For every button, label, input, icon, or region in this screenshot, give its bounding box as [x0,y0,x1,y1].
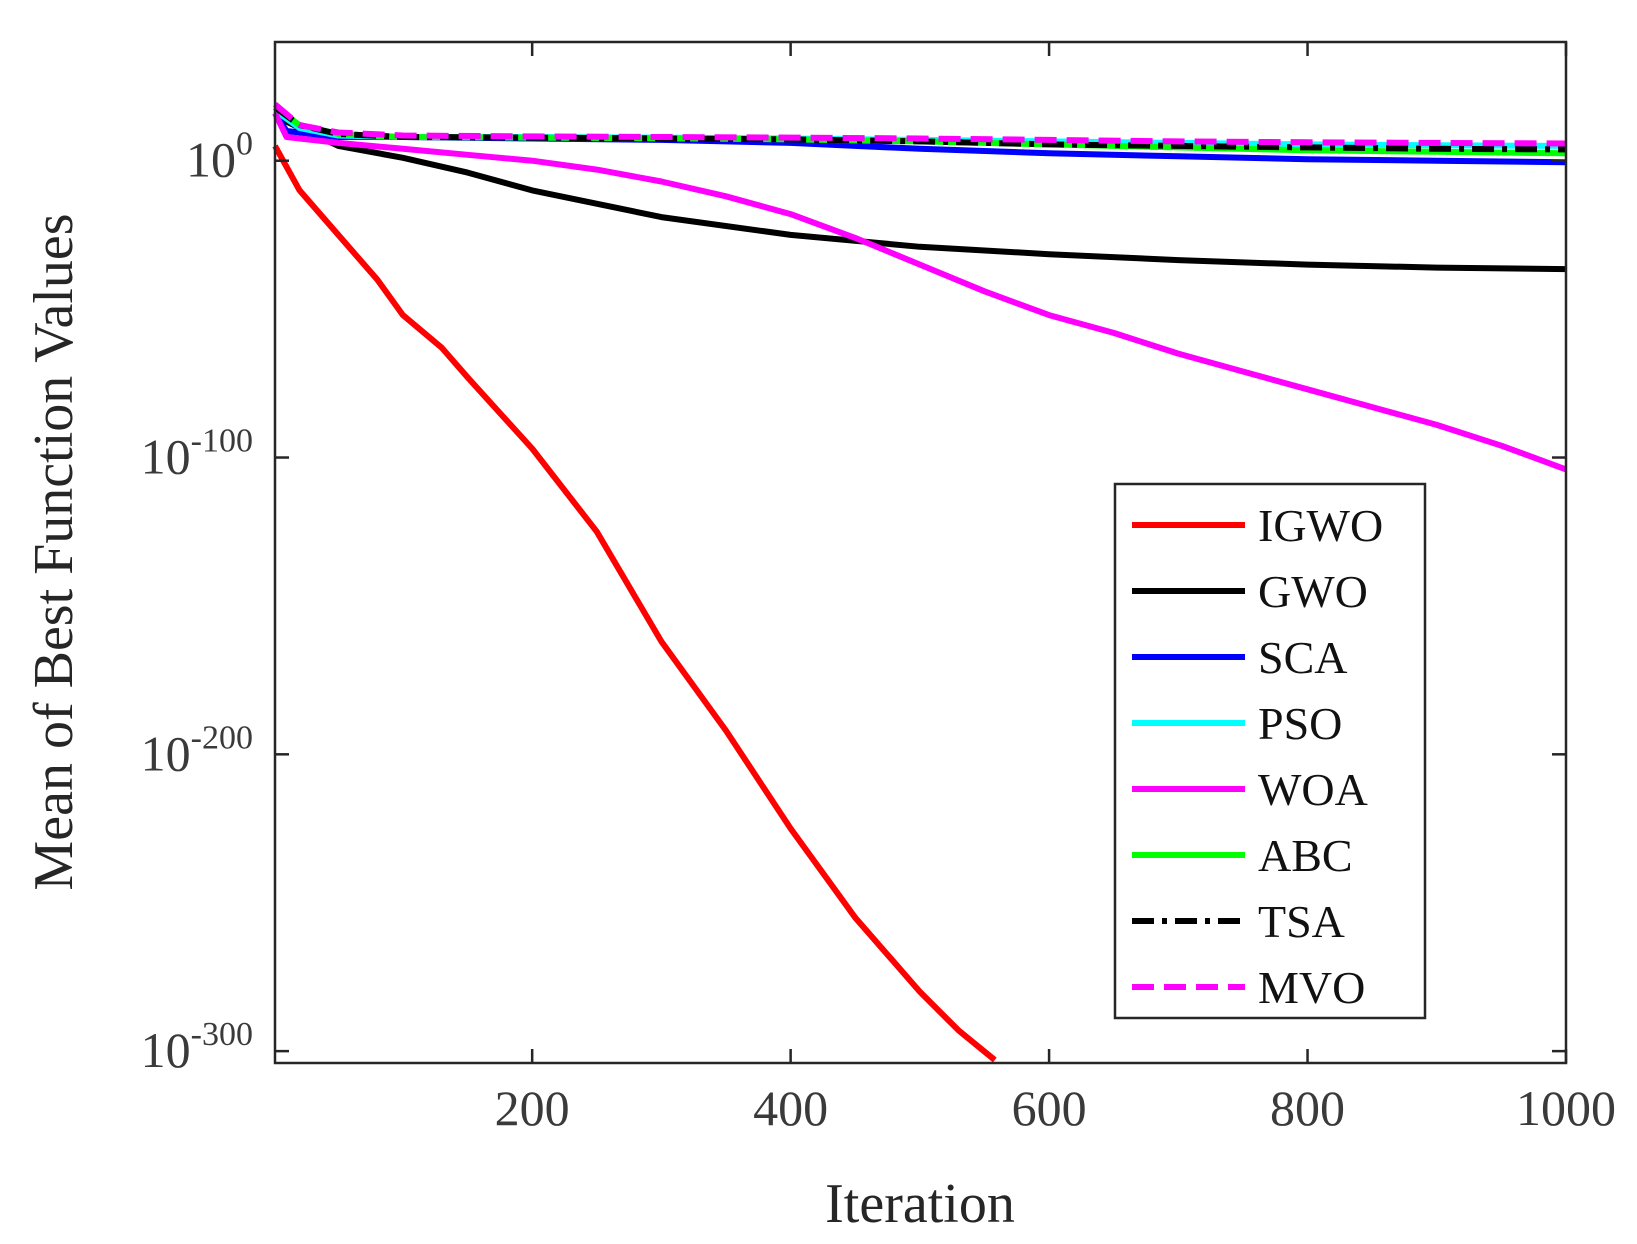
legend-label-woa: WOA [1258,764,1368,815]
legend-label-igwo: IGWO [1258,500,1383,551]
legend: IGWO GWO SCA PSO WOA ABC TSA MVO [1113,482,1427,1020]
plot-frame [273,40,1568,1065]
x-tick-label: 400 [753,1080,828,1136]
legend-label-mvo: MVO [1258,962,1365,1013]
ticks-layer: 200 400 600 800 1000 100 10-100 10-200 10-300 [141,42,1616,1136]
y-tick-label: 10-100 [141,423,253,485]
x-tick-label: 600 [1012,1080,1087,1136]
y-tick-label: 10-200 [141,719,253,781]
series-line-gwo [273,113,1567,273]
x-tick-label: 200 [495,1080,570,1136]
legend-label-pso: PSO [1258,698,1342,749]
legend-label-abc: ABC [1258,830,1353,881]
series-line-mvo [273,102,1567,147]
legend-box [1113,482,1427,1020]
series-layer [272,102,1568,1063]
legend-label-sca: SCA [1258,632,1347,683]
series-line-woa [272,111,1568,473]
legend-label-tsa: TSA [1258,896,1345,947]
x-tick-label: 1000 [1516,1080,1616,1136]
x-tick-label: 800 [1270,1080,1345,1136]
legend-label-gwo: GWO [1258,566,1368,617]
series-line-igwo [272,144,997,1063]
y-tick-label: 100 [186,126,253,188]
x-axis-label: Iteration [825,1173,1015,1235]
y-axis-label: Mean of Best Function Values [23,213,85,890]
y-tick-label: 10-300 [141,1016,253,1078]
